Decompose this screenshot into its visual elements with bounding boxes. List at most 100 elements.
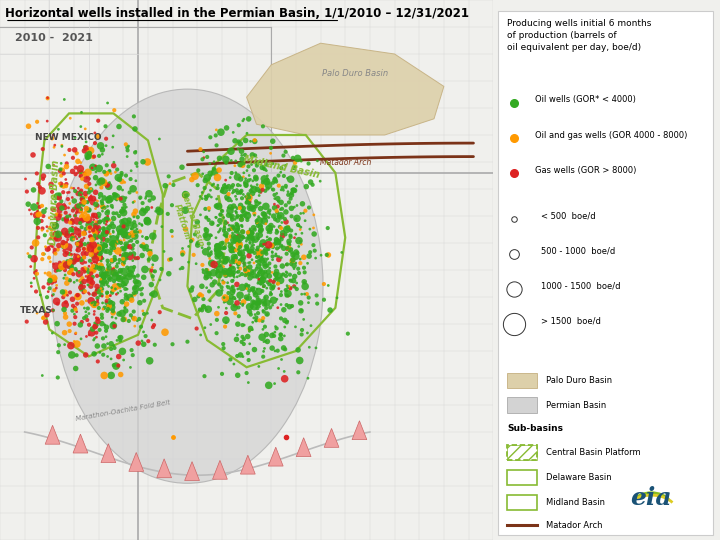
Point [91, 230, 102, 239]
Point [197, 170, 209, 178]
Point [59, 288, 71, 296]
Point [257, 122, 269, 131]
Point [264, 276, 276, 285]
Point [50, 220, 61, 229]
Point [70, 224, 81, 233]
Point [228, 270, 239, 279]
Point [249, 151, 261, 160]
Point [63, 242, 75, 251]
Point [231, 273, 243, 281]
Point [238, 259, 250, 268]
Point [137, 232, 148, 241]
Point [204, 133, 216, 141]
Point [255, 204, 266, 213]
Point [55, 211, 67, 219]
Text: eia: eia [631, 487, 672, 510]
Point [218, 186, 230, 195]
Point [104, 260, 116, 269]
Point [89, 251, 100, 259]
Point [235, 161, 247, 170]
Point [242, 214, 253, 222]
Point [82, 281, 94, 289]
Point [120, 232, 132, 240]
Point [246, 246, 258, 255]
Point [71, 351, 82, 360]
Point [96, 265, 108, 273]
Point [117, 207, 128, 215]
Point [76, 279, 88, 287]
Point [263, 213, 274, 222]
Point [96, 207, 108, 215]
Point [218, 231, 230, 239]
Point [93, 286, 104, 295]
Point [59, 203, 71, 212]
Point [53, 241, 65, 250]
Point [258, 165, 269, 173]
Point [107, 306, 119, 314]
Point [255, 280, 266, 288]
Point [74, 219, 86, 227]
Point [266, 241, 277, 250]
Point [276, 253, 287, 262]
Point [120, 271, 132, 280]
Point [303, 293, 315, 302]
Point [215, 240, 227, 248]
Point [59, 309, 71, 318]
Point [111, 269, 122, 278]
Point [55, 179, 67, 188]
Point [273, 197, 284, 205]
Point [59, 227, 71, 235]
Point [263, 181, 274, 190]
Point [79, 265, 91, 273]
Point [154, 207, 166, 216]
Point [110, 255, 122, 264]
Point [50, 198, 61, 206]
Point [229, 215, 240, 224]
Point [48, 290, 59, 299]
Point [262, 178, 274, 187]
Point [70, 329, 81, 338]
Point [281, 287, 292, 295]
Point [235, 240, 246, 249]
Point [286, 248, 297, 256]
Point [91, 294, 103, 302]
Point [91, 328, 102, 337]
Point [70, 170, 81, 179]
Point [76, 255, 87, 264]
Point [102, 181, 113, 190]
Point [261, 236, 273, 245]
Point [130, 227, 141, 236]
Point [32, 207, 43, 215]
Point [267, 185, 279, 194]
Point [277, 184, 289, 192]
Point [266, 247, 278, 256]
Point [232, 371, 243, 380]
Point [78, 253, 90, 262]
Point [292, 368, 304, 376]
Point [206, 231, 217, 240]
Point [95, 244, 107, 252]
Point [88, 215, 99, 224]
Point [220, 219, 232, 227]
Point [90, 252, 102, 260]
Point [255, 231, 266, 239]
Point [78, 314, 90, 322]
Point [89, 258, 100, 266]
Point [98, 239, 109, 247]
Point [249, 272, 261, 280]
Point [305, 248, 316, 256]
Point [64, 199, 76, 208]
Point [237, 117, 248, 125]
Point [165, 255, 176, 264]
Point [247, 183, 258, 192]
Point [37, 224, 48, 233]
Point [135, 285, 147, 294]
Point [286, 191, 297, 199]
Point [241, 234, 253, 243]
Point [193, 292, 204, 301]
Point [121, 250, 132, 259]
Point [67, 301, 78, 310]
Point [303, 203, 315, 212]
Point [42, 94, 53, 103]
Point [120, 302, 131, 311]
